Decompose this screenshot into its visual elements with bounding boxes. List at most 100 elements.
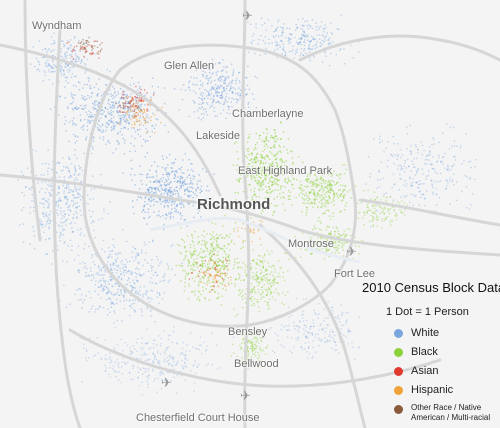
- population-dot: [230, 101, 232, 103]
- population-dot: [137, 262, 139, 265]
- population-dot: [258, 182, 260, 184]
- population-dot: [180, 280, 182, 282]
- population-dot: [275, 288, 277, 291]
- population-dot: [181, 352, 183, 354]
- population-dot: [65, 66, 67, 68]
- population-dot: [268, 192, 270, 194]
- population-dot: [378, 170, 380, 172]
- population-dot: [436, 193, 438, 195]
- population-dot: [265, 191, 268, 193]
- population-dot: [152, 176, 155, 178]
- population-dot: [214, 291, 216, 293]
- population-dot: [131, 286, 133, 289]
- population-dot: [416, 181, 418, 183]
- population-dot: [383, 193, 385, 195]
- population-dot: [467, 161, 470, 163]
- population-dot: [129, 299, 131, 301]
- population-dot: [254, 290, 256, 293]
- population-dot: [141, 373, 144, 375]
- population-dot: [123, 269, 125, 271]
- population-dot: [207, 279, 209, 282]
- population-dot: [153, 127, 156, 130]
- population-dot: [441, 161, 443, 163]
- population-dot: [46, 188, 48, 190]
- population-dot: [201, 106, 203, 108]
- population-dot: [96, 123, 99, 125]
- population-dot: [205, 271, 207, 273]
- population-dot: [279, 185, 282, 188]
- population-dot: [311, 19, 314, 21]
- population-dot: [92, 210, 94, 213]
- population-dot: [283, 146, 285, 148]
- population-dot: [123, 289, 125, 292]
- population-dot: [246, 141, 249, 143]
- population-dot: [192, 90, 195, 92]
- population-dot: [122, 118, 125, 120]
- population-dot: [177, 194, 180, 196]
- population-dot: [183, 290, 185, 292]
- population-dot: [179, 244, 181, 247]
- population-dot: [303, 24, 305, 27]
- population-dot: [276, 179, 278, 182]
- population-dot: [255, 195, 257, 198]
- population-dot: [164, 185, 167, 187]
- population-dot: [110, 93, 112, 95]
- population-dot: [63, 179, 66, 181]
- population-dot: [406, 194, 408, 197]
- population-dot: [109, 356, 111, 358]
- population-dot: [103, 274, 105, 276]
- population-dot: [252, 345, 254, 348]
- population-dot: [203, 204, 205, 206]
- population-dot: [270, 285, 272, 287]
- population-dot: [180, 178, 182, 180]
- population-dot: [71, 249, 73, 252]
- population-dot: [415, 194, 417, 197]
- population-dot: [269, 163, 271, 165]
- population-dot: [155, 189, 157, 191]
- population-dot: [141, 211, 143, 213]
- population-dot: [206, 281, 208, 284]
- population-dot: [138, 108, 140, 110]
- population-dot: [421, 144, 424, 147]
- population-dot: [47, 220, 49, 222]
- population-dot: [313, 234, 315, 237]
- population-dot: [32, 226, 34, 228]
- population-dot: [333, 193, 335, 196]
- population-dot: [225, 95, 227, 98]
- population-dot: [184, 285, 186, 288]
- population-dot: [69, 69, 71, 72]
- population-dot: [273, 279, 275, 281]
- population-dot: [262, 275, 265, 277]
- population-dot: [153, 91, 155, 94]
- population-dot: [44, 225, 46, 227]
- population-dot: [297, 336, 300, 339]
- population-dot: [258, 167, 260, 170]
- population-dot: [127, 107, 129, 109]
- population-dot: [93, 108, 95, 110]
- population-dot: [158, 181, 160, 183]
- population-dot: [259, 163, 262, 165]
- population-dot: [211, 64, 213, 67]
- population-dot: [124, 115, 127, 117]
- population-dot: [153, 204, 155, 206]
- population-dot: [282, 171, 284, 173]
- population-dot: [87, 94, 89, 97]
- population-dot: [296, 178, 298, 181]
- population-dot: [207, 250, 209, 252]
- population-dot: [116, 140, 119, 142]
- population-dot: [245, 93, 247, 96]
- population-dot: [160, 343, 162, 345]
- population-dot: [181, 238, 183, 240]
- population-dot: [453, 145, 456, 147]
- population-dot: [213, 236, 216, 238]
- population-dot: [90, 279, 93, 281]
- population-dot: [76, 196, 79, 198]
- population-dot: [331, 185, 333, 187]
- population-dot: [276, 282, 279, 284]
- population-dot: [210, 98, 212, 100]
- population-dot: [248, 153, 250, 156]
- population-dot: [361, 239, 363, 241]
- population-dot: [275, 169, 277, 172]
- population-dot: [82, 128, 85, 131]
